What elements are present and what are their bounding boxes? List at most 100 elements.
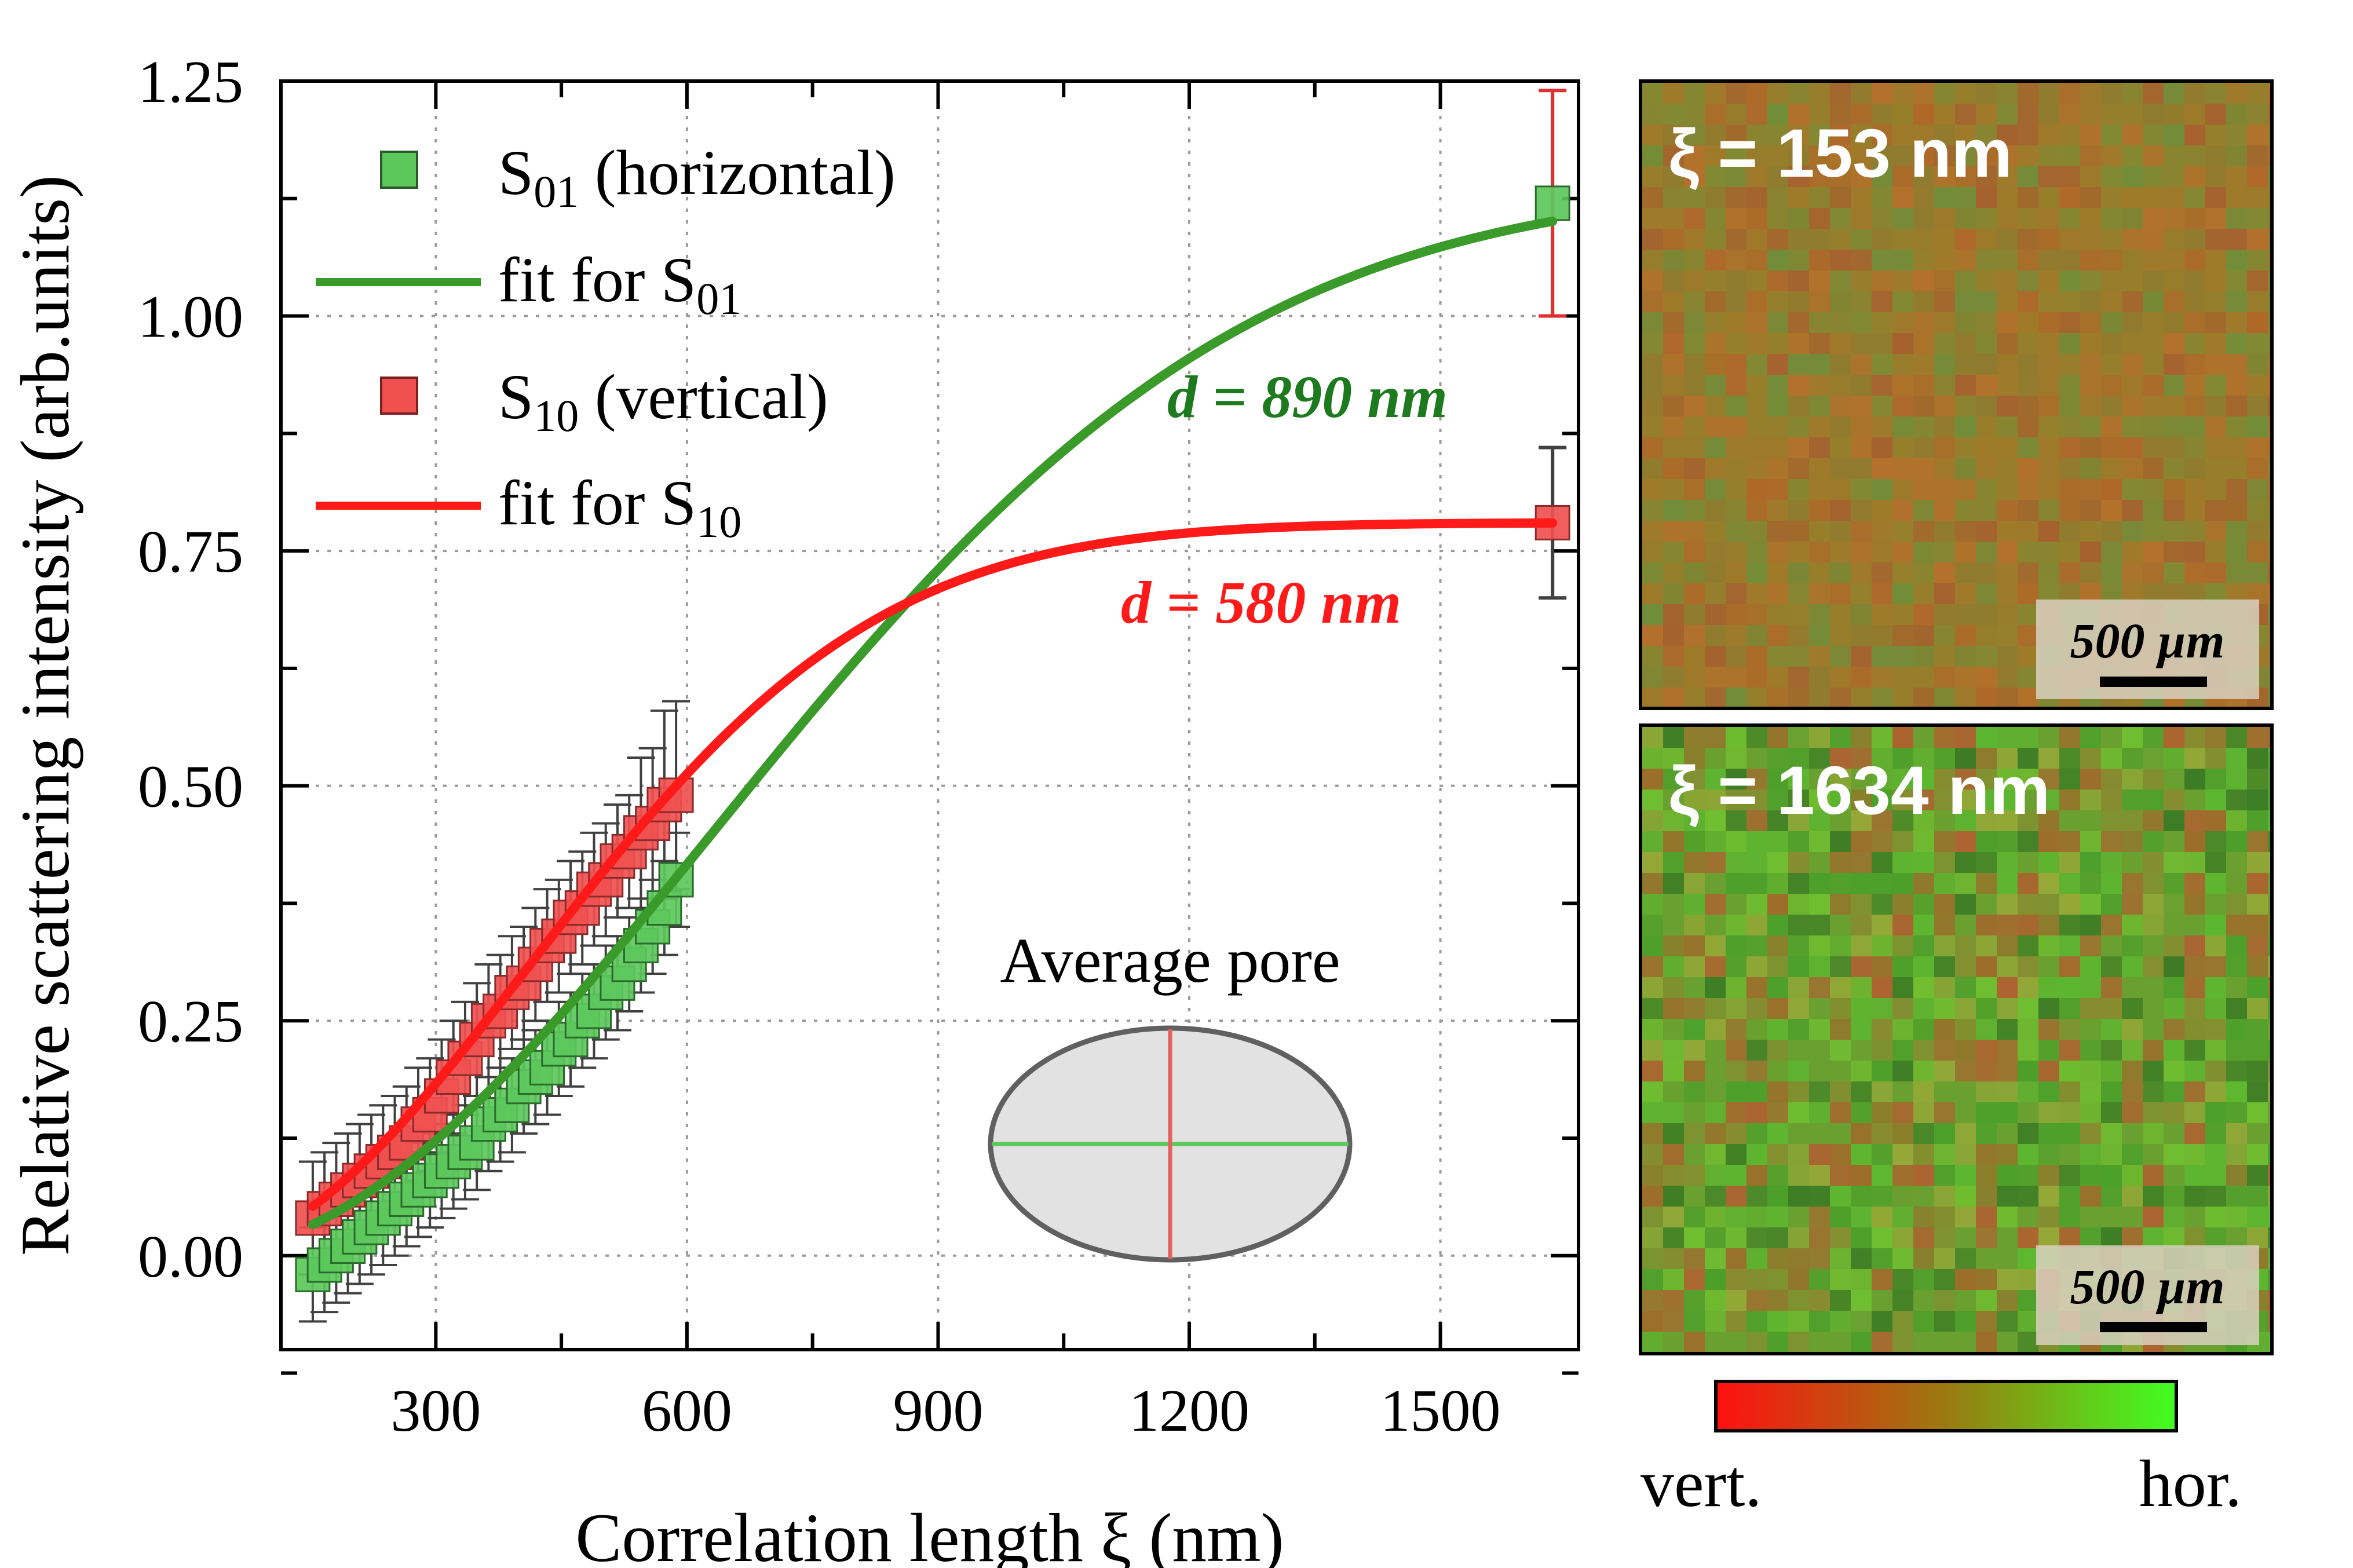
- texture-pixel: [1788, 977, 1809, 998]
- texture-pixel: [1705, 956, 1726, 977]
- texture-pixel: [1872, 145, 1892, 166]
- texture-pixel: [2038, 354, 2059, 375]
- texture-pixel: [1872, 1290, 1892, 1311]
- texture-pixel: [1747, 1061, 1767, 1081]
- texture-pixel: [1892, 187, 1913, 208]
- legend-label-fit-s10: fit for S10: [498, 467, 741, 547]
- texture-pixel: [2080, 416, 2101, 437]
- texture-pixel: [1705, 354, 1726, 375]
- texture-pixel: [1747, 956, 1767, 977]
- texture-pixel: [2143, 727, 2164, 748]
- texture-pixel: [1955, 604, 1976, 625]
- texture-pixel: [2268, 145, 2270, 166]
- texture-pixel: [1913, 852, 1934, 873]
- texture-pixel: [1851, 1186, 1872, 1207]
- texture-pixel: [2226, 1207, 2247, 1227]
- texture-pixel: [1726, 375, 1747, 396]
- texture-pixel: [1767, 810, 1788, 831]
- texture-pixel: [1913, 1186, 1934, 1207]
- texture-pixel: [1705, 1102, 1726, 1123]
- texture-pixel: [2247, 437, 2268, 458]
- texture-pixel: [2184, 1019, 2205, 1040]
- texture-pixel: [1747, 790, 1767, 810]
- texture-pixel: [2268, 977, 2270, 998]
- texture-pixel: [1976, 1269, 1997, 1290]
- texture-pixel: [1851, 333, 1872, 354]
- texture-pixel: [1809, 1061, 1830, 1081]
- texture-pixel: [2038, 1165, 2059, 1186]
- texture-pixel: [1976, 562, 1997, 583]
- texture-pixel: [2038, 1102, 2059, 1123]
- texture-pixel: [2080, 291, 2101, 312]
- texture-pixel: [1642, 1081, 1663, 1102]
- texture-pixel: [1830, 416, 1851, 437]
- texture-pixel: [1663, 145, 1684, 166]
- texture-pixel: [1747, 1290, 1767, 1311]
- texture-pixel: [2226, 1081, 2247, 1102]
- texture-pixel: [1809, 375, 1830, 396]
- texture-pixel: [2018, 977, 2038, 998]
- texture-pixel: [1767, 1165, 1788, 1186]
- texture-pixel: [2164, 873, 2184, 894]
- texture-pixel: [1892, 1332, 1913, 1352]
- texture-pixel: [1788, 1227, 1809, 1248]
- texture-pixel: [1767, 1290, 1788, 1311]
- texture-pixel: [1663, 810, 1684, 831]
- texture-pixel: [1997, 542, 2018, 562]
- texture-pixel: [1955, 271, 1976, 291]
- texture-pixel: [1684, 250, 1705, 271]
- texture-pixel: [1809, 1332, 1830, 1352]
- texture-pixel: [1934, 583, 1955, 604]
- texture-pixel: [1934, 1102, 1955, 1123]
- texture-pixel: [1726, 1144, 1747, 1165]
- texture-pixel: [1851, 1207, 1872, 1227]
- texture-pixel: [1830, 229, 1851, 250]
- texture-pixel: [1809, 500, 1830, 521]
- texture-pixel: [1747, 810, 1767, 831]
- texture-pixel: [1955, 1081, 1976, 1102]
- texture-pixel: [2164, 333, 2184, 354]
- texture-pixel: [1809, 977, 1830, 998]
- texture-pixel: [2038, 956, 2059, 977]
- texture-pixel: [1705, 271, 1726, 291]
- texture-pixel: [1934, 458, 1955, 479]
- texture-pixel: [1788, 416, 1809, 437]
- texture-pixel: [1976, 790, 1997, 810]
- texture-pixel: [2205, 562, 2226, 583]
- texture-pixel: [2122, 1144, 2143, 1165]
- texture-pixel: [1830, 437, 1851, 458]
- texture-pixel: [2101, 542, 2122, 562]
- texture-pixel: [1851, 479, 1872, 500]
- texture-pixel: [2226, 1123, 2247, 1144]
- texture-pixel: [2184, 562, 2205, 583]
- fit-curves: [308, 217, 1558, 1229]
- texture-pixel: [1809, 1019, 1830, 1040]
- texture-pixel: [1767, 187, 1788, 208]
- texture-pixel: [1642, 437, 1663, 458]
- texture-pixel: [1851, 1144, 1872, 1165]
- texture-pixel: [2101, 333, 2122, 354]
- texture-pixel: [1955, 291, 1976, 312]
- texture-pixel: [2143, 915, 2164, 935]
- texture-pixel: [2226, 1019, 2247, 1040]
- texture-pixel: [1892, 500, 1913, 521]
- texture-pixel: [2080, 104, 2101, 125]
- texture-pixel: [1892, 396, 1913, 416]
- texture-pixel: [2122, 83, 2143, 104]
- texture-pixel: [1809, 208, 1830, 229]
- texture-pixel: [2247, 1081, 2268, 1102]
- texture-pixel: [1642, 1019, 1663, 1040]
- texture-pixel: [1892, 790, 1913, 810]
- texture-pixel: [1809, 1248, 1830, 1269]
- texture-pixel: [1955, 396, 1976, 416]
- texture-pixel: [1913, 1102, 1934, 1123]
- texture-pixel: [1872, 769, 1892, 790]
- texture-pixel: [2059, 1040, 2080, 1061]
- texture-pixel: [1705, 187, 1726, 208]
- texture-pixel: [1642, 312, 1663, 333]
- fit-curve-s01: [308, 217, 1558, 1229]
- texture-pixel: [1976, 1248, 1997, 1269]
- texture-pixel: [1892, 998, 1913, 1019]
- texture-pixel: [1934, 1290, 1955, 1311]
- texture-pixel: [1726, 125, 1747, 145]
